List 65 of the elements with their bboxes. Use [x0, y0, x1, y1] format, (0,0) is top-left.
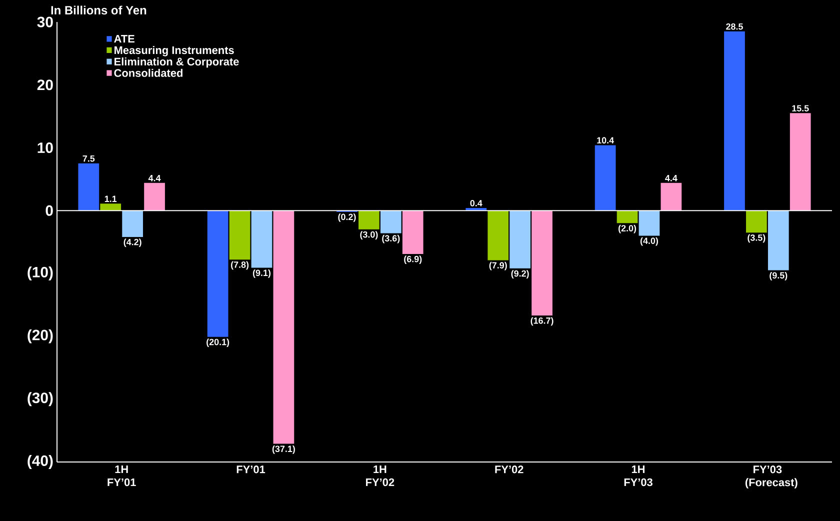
y-tick-label: 30	[37, 16, 53, 28]
bar	[144, 182, 165, 211]
data-label: (3.6)	[382, 234, 400, 244]
data-label: (16.7)	[530, 317, 554, 326]
legend-label: Measuring Instruments	[114, 46, 234, 56]
x-tick-label: 1H FY’02	[366, 466, 394, 486]
data-label: (7.9)	[489, 262, 507, 270]
bar	[122, 210, 143, 237]
y-tick-label: (10)	[28, 266, 53, 280]
data-label: (6.9)	[404, 256, 422, 264]
bar	[616, 210, 638, 224]
bar	[594, 145, 616, 211]
bar	[638, 210, 660, 236]
bar	[207, 210, 228, 337]
data-label: (3.5)	[748, 234, 766, 243]
legend-label: Consolidated	[114, 68, 182, 77]
legend-label: ATE	[114, 34, 134, 43]
x-tick-label: 1H FY’01	[108, 466, 136, 486]
bar	[488, 210, 509, 260]
legend-label: Elimination & Corporate	[114, 57, 239, 68]
bar	[746, 210, 767, 233]
data-label: 4.4	[665, 175, 678, 182]
y-tick-label: 10	[38, 142, 53, 153]
data-label: (9.2)	[511, 270, 529, 278]
data-label: (2.0)	[618, 224, 636, 234]
data-label: 28.5	[726, 23, 743, 30]
x-tick-label: 1H FY’03	[624, 466, 652, 486]
data-label: (7.8)	[231, 261, 249, 270]
data-label: 1.1	[104, 196, 117, 202]
bar	[78, 163, 100, 211]
data-label: (9.1)	[252, 269, 271, 278]
bar	[768, 210, 789, 270]
data-label: (20.1)	[206, 338, 230, 347]
y-tick-label: 20	[37, 80, 53, 90]
bar	[402, 210, 424, 254]
data-label: (37.1)	[272, 445, 295, 454]
y-tick-label: (40)	[28, 455, 53, 469]
bar	[790, 113, 811, 211]
chart-title: In Billions of Yen	[51, 6, 146, 14]
x-tick-label: FY’02	[495, 466, 524, 474]
bar	[380, 210, 402, 234]
data-label: (0.2)	[338, 214, 356, 222]
data-label: (3.0)	[360, 231, 378, 240]
bar	[100, 204, 122, 211]
data-label: 4.4	[148, 175, 161, 182]
x-tick-label: FY’01	[236, 466, 266, 474]
y-tick-label: 0	[46, 205, 53, 216]
y-tick-label: (30)	[28, 392, 53, 406]
data-label: (4.2)	[124, 238, 142, 248]
bar	[229, 210, 250, 260]
data-label: (9.5)	[770, 272, 788, 280]
bar	[532, 210, 552, 316]
bar	[660, 182, 682, 211]
data-label: 15.5	[792, 105, 809, 112]
data-label: 10.4	[597, 137, 614, 144]
y-tick-label: (20)	[28, 329, 53, 344]
data-label: 0.4	[470, 200, 482, 206]
bar	[358, 210, 380, 230]
bar	[724, 31, 745, 211]
data-label: 7.5	[82, 155, 95, 162]
data-label: (4.0)	[640, 237, 658, 246]
bar	[273, 210, 294, 444]
bar	[251, 210, 272, 268]
bar	[510, 210, 530, 268]
x-tick-label: FY’03 (Forecast)	[745, 466, 798, 488]
